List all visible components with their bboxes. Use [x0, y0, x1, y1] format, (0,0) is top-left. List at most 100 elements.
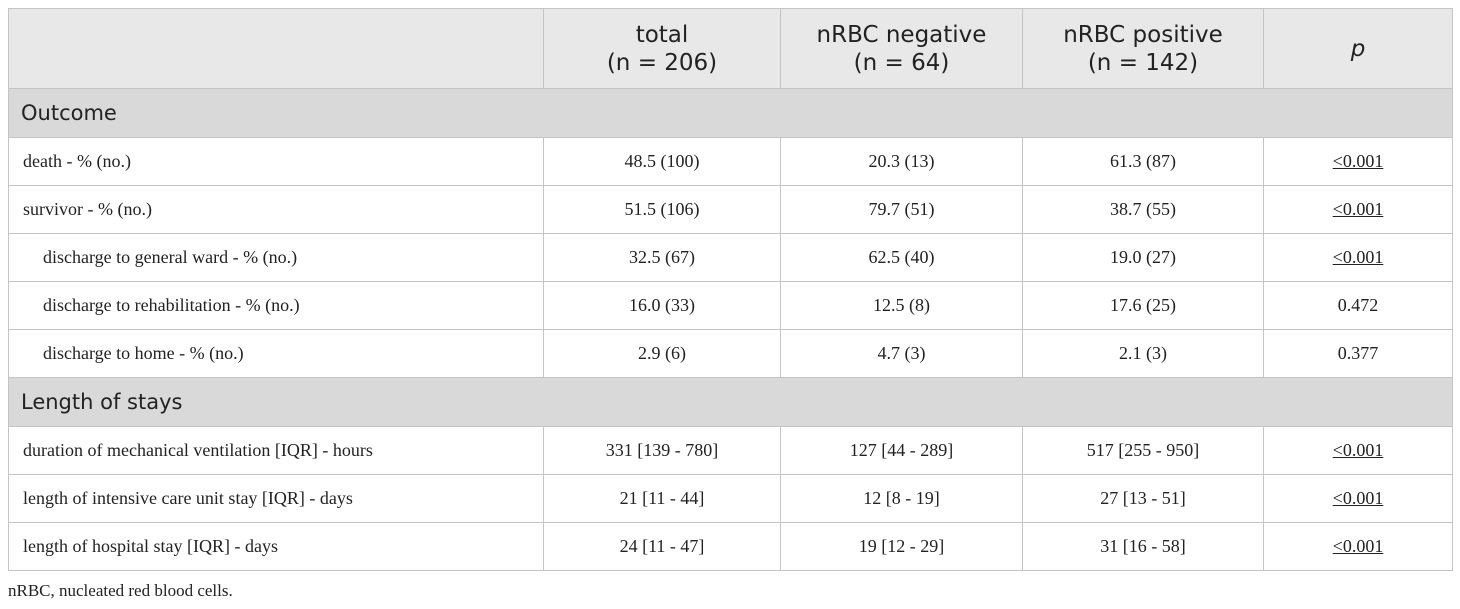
data-row: discharge to rehabilitation - % (no.) 16.…: [8, 281, 1453, 330]
cell: <0.001: [1263, 522, 1453, 571]
cell: 20.3 (13): [780, 137, 1023, 186]
cell: 2.1 (3): [1022, 329, 1264, 378]
header-cell: nRBC positive (n = 142): [1022, 8, 1264, 89]
cell: 2.9 (6): [543, 329, 781, 378]
cell: <0.001: [1263, 474, 1453, 523]
row-label: discharge to general ward - % (no.): [8, 233, 544, 282]
header-cell: p: [1263, 8, 1453, 89]
cell-value: 21 [11 - 44]: [619, 488, 705, 508]
table-body: Outcome death - % (no.) 48.5 (100) 20.3 (13…: [8, 88, 1453, 571]
cell: 4.7 (3): [780, 329, 1023, 378]
row-label: death - % (no.): [8, 137, 544, 186]
cell: 517 [255 - 950]: [1022, 426, 1264, 475]
cell-value: 12.5 (8): [873, 295, 930, 315]
section-row: Outcome: [8, 88, 1453, 138]
section-row: Length of stays: [8, 377, 1453, 427]
row-label: discharge to home - % (no.): [8, 329, 544, 378]
cell: 19 [12 - 29]: [780, 522, 1023, 571]
cell-value: 127 [44 - 289]: [849, 440, 954, 460]
header-cell: [8, 8, 544, 89]
cell-value: 31 [16 - 58]: [1100, 536, 1186, 556]
cell-value: 0.377: [1337, 343, 1379, 363]
cell: <0.001: [1263, 233, 1453, 282]
cell: 12.5 (8): [780, 281, 1023, 330]
cell: <0.001: [1263, 185, 1453, 234]
cell: 51.5 (106): [543, 185, 781, 234]
cell-value: <0.001: [1332, 536, 1384, 556]
header-cell: nRBC negative (n = 64): [780, 8, 1023, 89]
cell-value: 2.9 (6): [638, 343, 686, 363]
data-row: death - % (no.) 48.5 (100) 20.3 (13) 61.3 (…: [8, 137, 1453, 186]
results-table: total (n = 206) nRBC negative (n = 64) nRBC …: [8, 8, 1453, 571]
cell: 62.5 (40): [780, 233, 1023, 282]
header-row: total (n = 206) nRBC negative (n = 64) nRBC …: [8, 8, 1453, 89]
section-title: Outcome: [8, 88, 1453, 138]
cell-value: <0.001: [1332, 199, 1384, 219]
data-row: survivor - % (no.) 51.5 (106) 79.7 (51) 38.…: [8, 185, 1453, 234]
cell: 61.3 (87): [1022, 137, 1264, 186]
cell-value: 32.5 (67): [629, 247, 695, 267]
cell-value: 0.472: [1337, 295, 1379, 315]
cell: 17.6 (25): [1022, 281, 1264, 330]
cell-value: 20.3 (13): [868, 151, 935, 171]
data-row: duration of mechanical ventilation [IQR]…: [8, 426, 1453, 475]
cell: 27 [13 - 51]: [1022, 474, 1264, 523]
data-row: discharge to general ward - % (no.) 32.5 …: [8, 233, 1453, 282]
section-title: Length of stays: [8, 377, 1453, 427]
header-text: (n = 142): [1087, 49, 1199, 76]
cell-value: 51.5 (106): [624, 199, 700, 219]
footnote: nRBC, nucleated red blood cells.: [8, 581, 233, 600]
cell-value: 24 [11 - 47]: [619, 536, 705, 556]
cell: 0.472: [1263, 281, 1453, 330]
row-label: survivor - % (no.): [8, 185, 544, 234]
header-text: p: [1350, 35, 1366, 62]
cell-value: <0.001: [1332, 247, 1384, 267]
cell: 79.7 (51): [780, 185, 1023, 234]
header-cell: total (n = 206): [543, 8, 781, 89]
row-label: discharge to rehabilitation - % (no.): [8, 281, 544, 330]
data-row: length of intensive care unit stay [IQR]…: [8, 474, 1453, 523]
data-row: length of hospital stay [IQR] - days 24 […: [8, 522, 1453, 571]
cell-value: 16.0 (33): [629, 295, 695, 315]
cell: <0.001: [1263, 137, 1453, 186]
cell: 16.0 (33): [543, 281, 781, 330]
row-label: length of intensive care unit stay [IQR]…: [8, 474, 544, 523]
cell: 24 [11 - 47]: [543, 522, 781, 571]
cell-value: 2.1 (3): [1119, 343, 1167, 363]
cell-value: 27 [13 - 51]: [1100, 488, 1186, 508]
header-text: nRBC positive: [1063, 21, 1223, 48]
cell-value: 331 [139 - 780]: [605, 440, 719, 460]
cell: 48.5 (100): [543, 137, 781, 186]
data-row: discharge to home - % (no.) 2.9 (6) 4.7 (3…: [8, 329, 1453, 378]
cell-value: 61.3 (87): [1110, 151, 1176, 171]
cell: 32.5 (67): [543, 233, 781, 282]
header-text: total: [635, 21, 689, 48]
cell: <0.001: [1263, 426, 1453, 475]
header-text: nRBC negative: [816, 21, 987, 48]
cell: 19.0 (27): [1022, 233, 1264, 282]
header-text: (n = 64): [853, 49, 950, 76]
cell-value: <0.001: [1332, 440, 1384, 460]
cell-value: 4.7 (3): [877, 343, 926, 363]
cell-value: 79.7 (51): [868, 199, 935, 219]
cell-value: 48.5 (100): [624, 151, 700, 171]
cell: 38.7 (55): [1022, 185, 1264, 234]
cell: 331 [139 - 780]: [543, 426, 781, 475]
cell-value: 12 [8 - 19]: [863, 488, 940, 508]
cell: 0.377: [1263, 329, 1453, 378]
cell-value: 19.0 (27): [1110, 247, 1176, 267]
cell-value: 517 [255 - 950]: [1086, 440, 1200, 460]
cell: 31 [16 - 58]: [1022, 522, 1264, 571]
cell-value: 19 [12 - 29]: [858, 536, 945, 556]
cell-value: 38.7 (55): [1110, 199, 1176, 219]
cell-value: 62.5 (40): [868, 247, 935, 267]
row-label: length of hospital stay [IQR] - days: [8, 522, 544, 571]
cell: 12 [8 - 19]: [780, 474, 1023, 523]
row-label: duration of mechanical ventilation [IQR]…: [8, 426, 544, 475]
cell-value: <0.001: [1332, 151, 1384, 171]
cell: 127 [44 - 289]: [780, 426, 1023, 475]
cell: 21 [11 - 44]: [543, 474, 781, 523]
cell-value: 17.6 (25): [1110, 295, 1176, 315]
cell-value: <0.001: [1332, 488, 1384, 508]
